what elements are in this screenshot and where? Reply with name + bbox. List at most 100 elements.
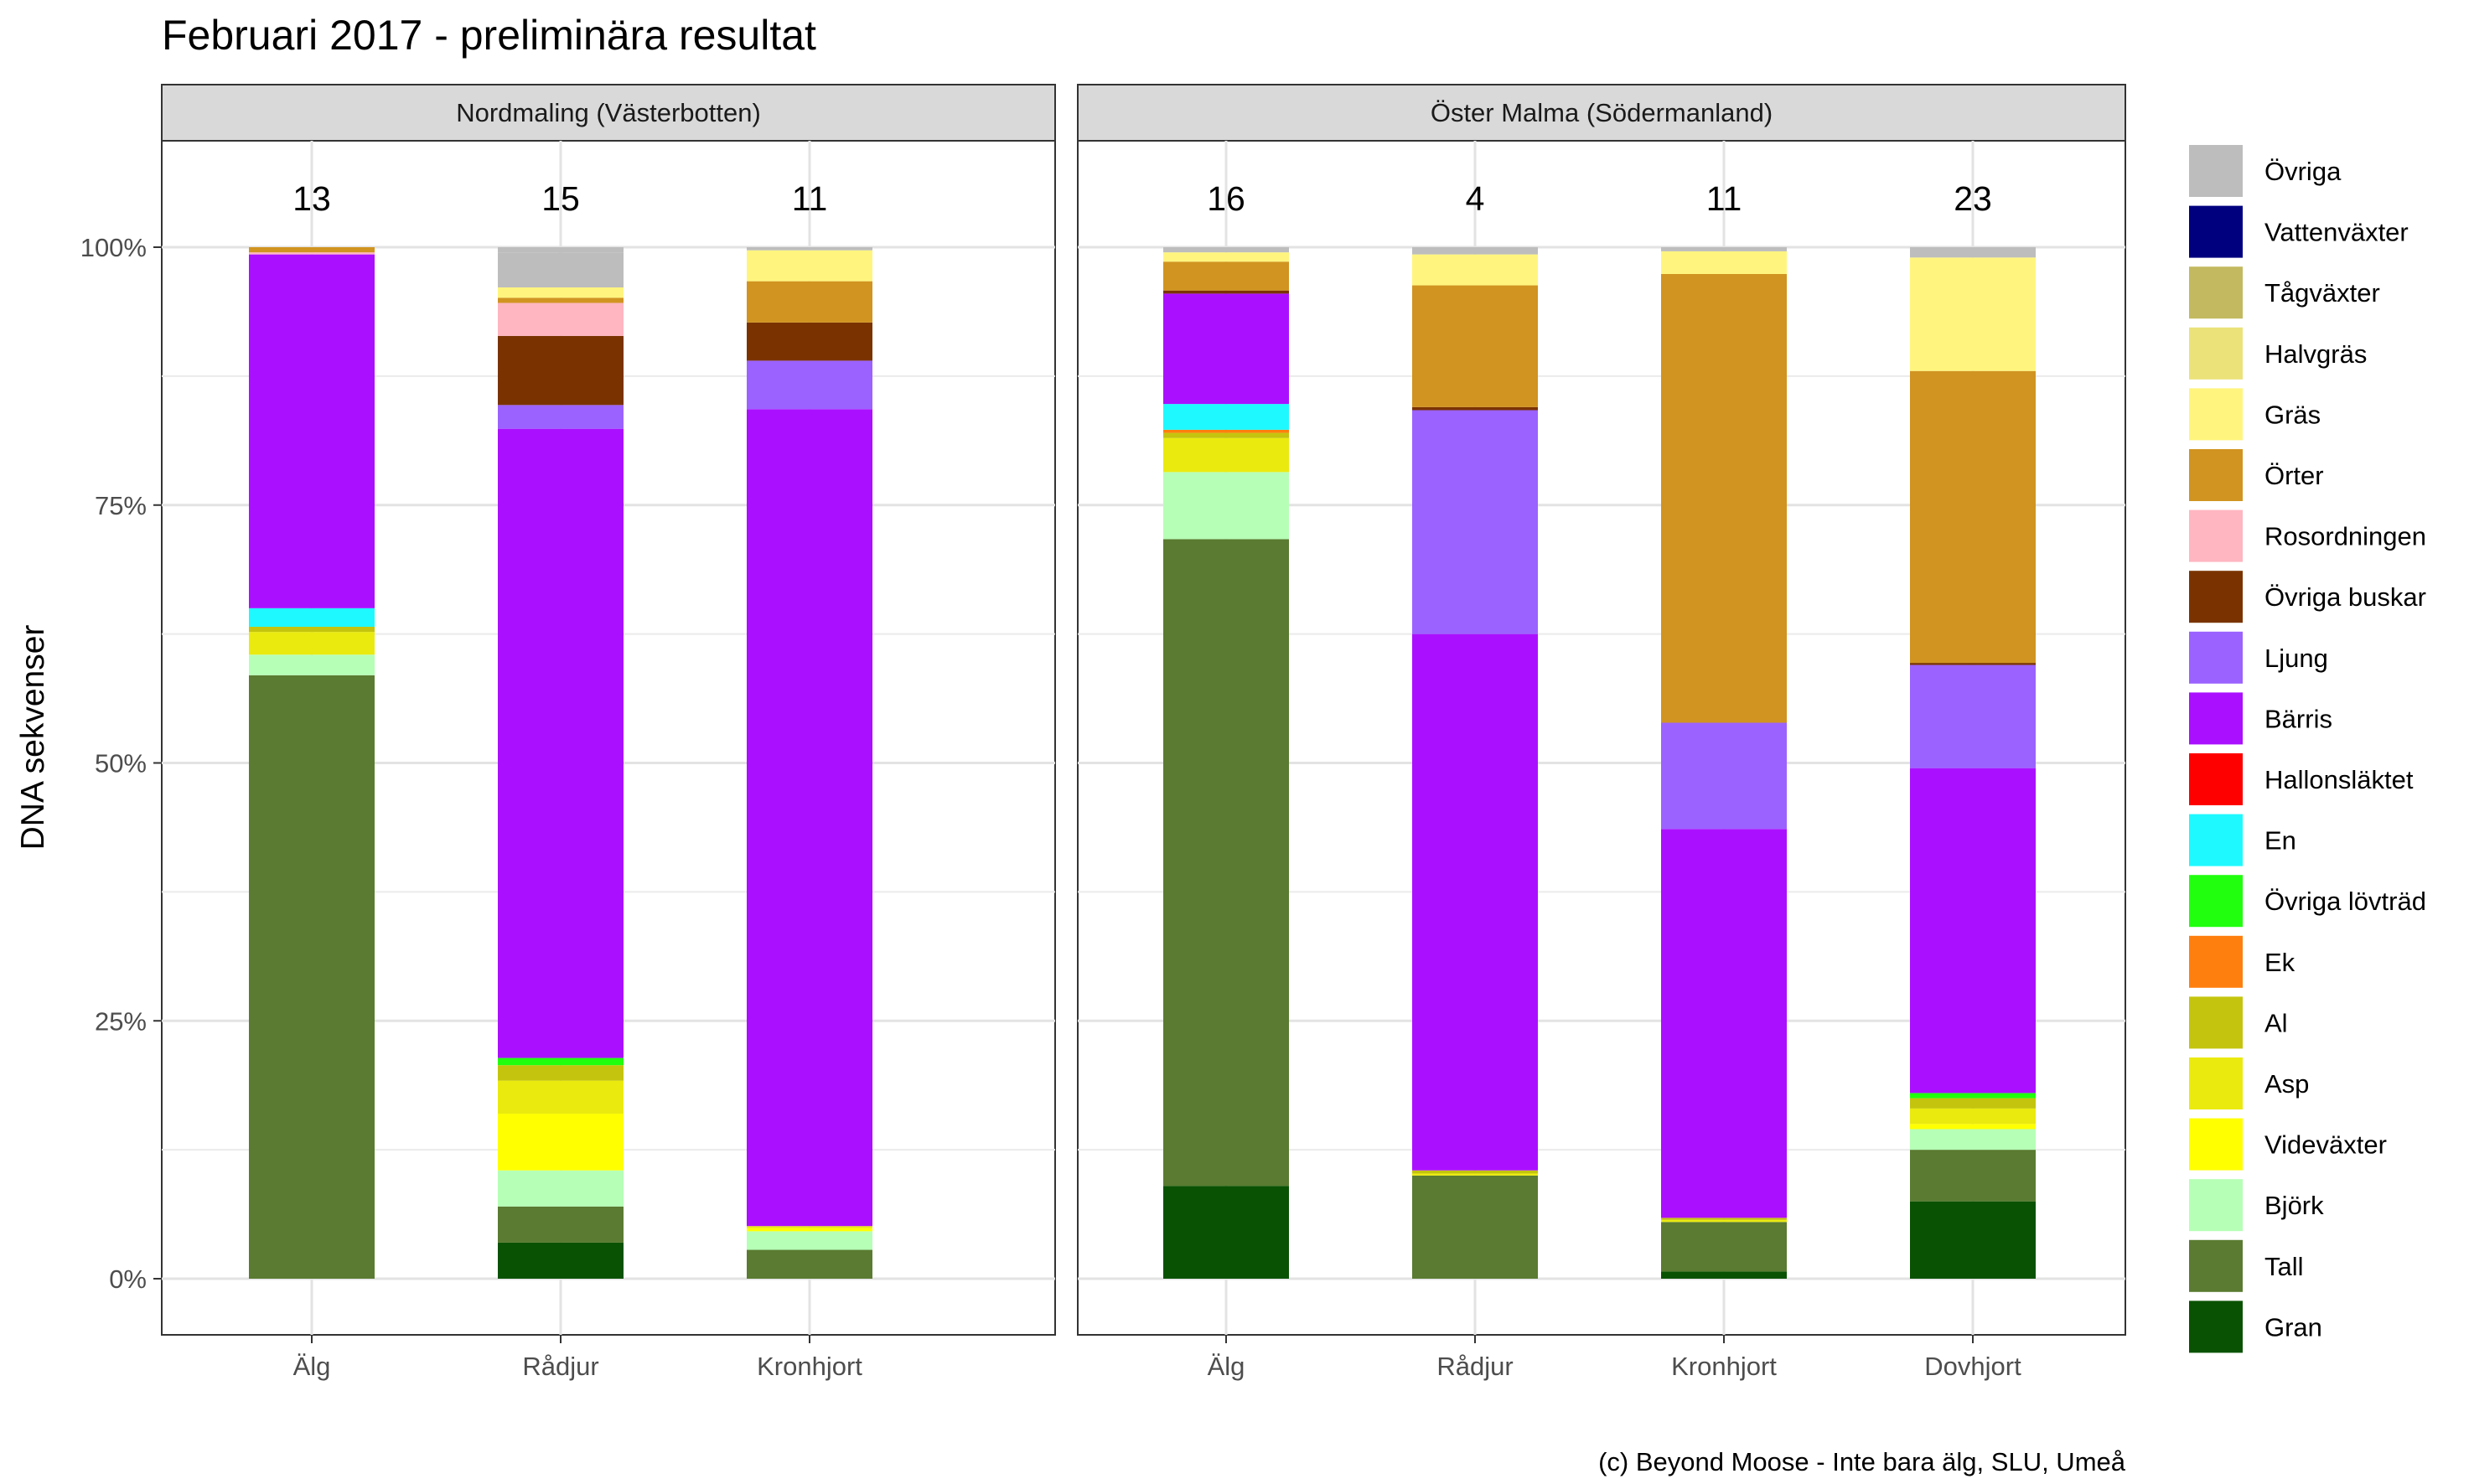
bar-segment-gran: [1163, 1186, 1289, 1279]
bar-segment-örter: [1661, 274, 1787, 723]
bar-segment-övriga-buskar: [498, 335, 624, 406]
legend-swatch: [2189, 692, 2243, 745]
legend-swatch: [2189, 631, 2243, 684]
legend-label: Al: [2264, 1008, 2288, 1037]
legend: Övriga Vattenväxter Tågväxter Halvgräs Gräs Ö…: [2187, 143, 2426, 1355]
bar-segment-tall: [1163, 539, 1289, 1187]
bar-segment-övriga-buskar: [1412, 406, 1538, 411]
bar-segment-videväxter: [498, 1114, 624, 1171]
chart-title: Februari 2017 - preliminära resultat: [162, 12, 816, 59]
bar-segment-rosordningen: [498, 302, 624, 336]
count-label: 11: [792, 179, 828, 218]
bar-segment-björk: [498, 1170, 624, 1207]
bar-segment-tall: [1412, 1175, 1538, 1279]
legend-swatch: [2189, 996, 2243, 1049]
y-tick-label: 0%: [109, 1264, 147, 1294]
y-axis-title: DNA sekvenser: [15, 625, 51, 851]
legend-label: Halvgräs: [2264, 339, 2367, 369]
bar-segment-ljung: [747, 360, 872, 410]
legend-swatch: [2189, 449, 2243, 501]
bar-segment-al: [1163, 432, 1289, 438]
legend-label: Asp: [2264, 1069, 2309, 1099]
bar-segment-örter: [249, 247, 375, 253]
legend-swatch: [2189, 1239, 2243, 1292]
facet-2-strip-label: Öster Malma (Södermanland): [1431, 98, 1773, 127]
bar-segment-björk: [1910, 1129, 2036, 1150]
bar-segment-björk: [1163, 472, 1289, 540]
bar-segment-al: [498, 1065, 624, 1081]
bar-segment-asp: [498, 1080, 624, 1114]
bar-segment-al: [249, 627, 375, 633]
bar-segment-bärris: [747, 409, 872, 1227]
bar-segment-bärris: [498, 428, 624, 1058]
x-tick-label: Dovhjort: [1924, 1352, 2021, 1381]
bar-segment-gräs: [1910, 257, 2036, 371]
bar-segment-örter: [747, 281, 872, 323]
count-label: 16: [1207, 179, 1245, 218]
legend-swatch: [2189, 388, 2243, 441]
legend-label: Örter: [2264, 461, 2324, 490]
facet-1-x-axis: Älg Rådjur Kronhjort: [293, 1335, 862, 1381]
facet-1-counts: 13 15 11: [292, 179, 827, 218]
facet-2-bars: [1163, 247, 2036, 1279]
facet-1-strip: [161, 84, 1056, 142]
count-label: 4: [1466, 179, 1485, 218]
legend-label: Hallonsläktet: [2264, 765, 2414, 794]
bar-segment-gräs: [1661, 251, 1787, 275]
bar-segment-tall: [1661, 1222, 1787, 1272]
bar-segment-bärris: [1910, 768, 2036, 1094]
legend-label: Videväxter: [2264, 1130, 2387, 1160]
legend-label: Björk: [2264, 1191, 2324, 1220]
bar-segment-en: [1163, 404, 1289, 430]
bar-segment-örter: [498, 297, 624, 303]
bar-segment-övriga-buskar: [1910, 663, 2036, 665]
bar-segment-bärris: [1412, 633, 1538, 1171]
bar-segment-övriga: [1412, 247, 1538, 255]
bar-segment-örter: [1910, 370, 2036, 664]
legend-label: Vattenväxter: [2264, 218, 2409, 247]
bar-segment-videväxter: [1910, 1124, 2036, 1130]
caption: (c) Beyond Moose - Inte bara älg, SLU, U…: [1598, 1447, 2126, 1476]
legend-swatch: [2189, 571, 2243, 623]
bar-segment-al: [1661, 1218, 1787, 1220]
y-tick-label: 75%: [95, 491, 147, 520]
legend-swatch: [2189, 327, 2243, 380]
bar-segment-övriga: [498, 252, 624, 288]
bar-segment-gran: [498, 1242, 624, 1279]
bar-segment-gräs: [1412, 254, 1538, 286]
legend-label: Övriga: [2264, 157, 2342, 186]
bar-segment-ek: [1163, 429, 1289, 433]
legend-swatch: [2189, 1118, 2243, 1171]
bar-segment-övriga-lövträd: [1910, 1093, 2036, 1099]
legend-swatch: [2189, 205, 2243, 258]
legend-label: Tågväxter: [2264, 278, 2380, 308]
bar-segment-örter: [1163, 261, 1289, 291]
legend-label: En: [2264, 826, 2296, 856]
bar-segment-tall: [1910, 1150, 2036, 1202]
facet-1-strip-label: Nordmaling (Västerbotten): [456, 98, 761, 127]
legend-swatch: [2189, 1300, 2243, 1353]
bar-segment-gräs: [498, 287, 624, 298]
bar-segment-ljung: [1412, 410, 1538, 634]
x-tick-label: Älg: [293, 1352, 331, 1381]
bar-segment-bärris: [1163, 293, 1289, 405]
facet-2-counts: 16 4 11 23: [1207, 179, 1992, 218]
bar-segment-övriga: [1910, 247, 2036, 258]
facet-1-bars: [249, 247, 872, 1279]
x-tick-label: Rådjur: [1436, 1352, 1513, 1381]
count-label: 15: [541, 179, 580, 218]
bar-segment-al: [1910, 1098, 2036, 1109]
bar-segment-gräs: [1163, 252, 1289, 262]
legend-swatch: [2189, 266, 2243, 319]
bar-segment-gräs: [747, 250, 872, 282]
bar-segment-tall: [249, 675, 375, 1279]
legend-label: Rosordningen: [2264, 522, 2426, 551]
x-tick-label: Kronhjort: [1671, 1352, 1777, 1381]
bar-segment-ljung: [1910, 664, 2036, 768]
legend-label: Övriga buskar: [2264, 582, 2426, 612]
count-label: 23: [1954, 179, 1992, 218]
bar-segment-remainder: [498, 247, 624, 253]
bar-segment-bärris: [1661, 829, 1787, 1218]
bar-segment-örter: [1412, 285, 1538, 407]
